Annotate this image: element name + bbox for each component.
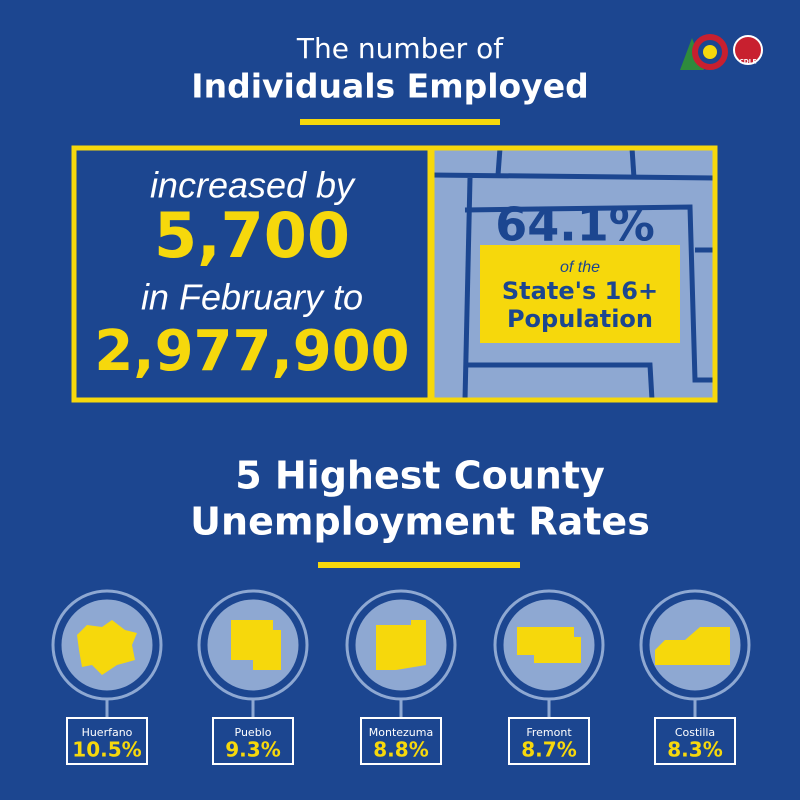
header-title: Individuals Employed <box>191 67 588 106</box>
county-label-box <box>360 717 442 765</box>
county-shape <box>231 620 281 670</box>
divider <box>318 562 520 568</box>
employment-change: 5,700 <box>154 199 350 272</box>
logo-text: CDLE <box>739 59 756 66</box>
section-title: Unemployment Rates <box>190 500 650 544</box>
population-text: State's 16+ <box>502 277 658 305</box>
population-text: of the <box>560 259 600 276</box>
divider <box>300 119 500 125</box>
employment-text: in February to <box>141 277 363 318</box>
county-rate: 9.3% <box>225 738 280 762</box>
county-label-box <box>66 717 148 765</box>
county-shape <box>376 620 426 670</box>
county-rate: 8.3% <box>667 738 722 762</box>
county-rate: 8.7% <box>521 738 576 762</box>
state-map <box>431 147 716 401</box>
county-shape <box>517 627 581 663</box>
county-label-box <box>654 717 736 765</box>
county-name: Pueblo <box>235 726 272 739</box>
population-text: Population <box>507 305 653 333</box>
header-line: The number of <box>296 32 504 65</box>
county-rate: 10.5% <box>72 738 141 762</box>
population-share: 64.1% <box>495 198 655 252</box>
logo: CDLE <box>680 34 763 70</box>
county-shape <box>655 627 730 665</box>
county-shape <box>77 620 137 675</box>
section-title: 5 Highest County <box>235 454 605 498</box>
county-name: Fremont <box>526 726 572 739</box>
population-box <box>429 145 718 403</box>
county-name: Costilla <box>675 726 715 739</box>
county-rate: 8.8% <box>373 738 428 762</box>
county-name: Huerfano <box>82 726 133 739</box>
county-label-box <box>508 717 590 765</box>
employment-text: increased by <box>150 165 356 206</box>
county-name: Montezuma <box>369 726 433 739</box>
county-label-box <box>212 717 294 765</box>
employment-total: 2,977,900 <box>94 319 409 384</box>
